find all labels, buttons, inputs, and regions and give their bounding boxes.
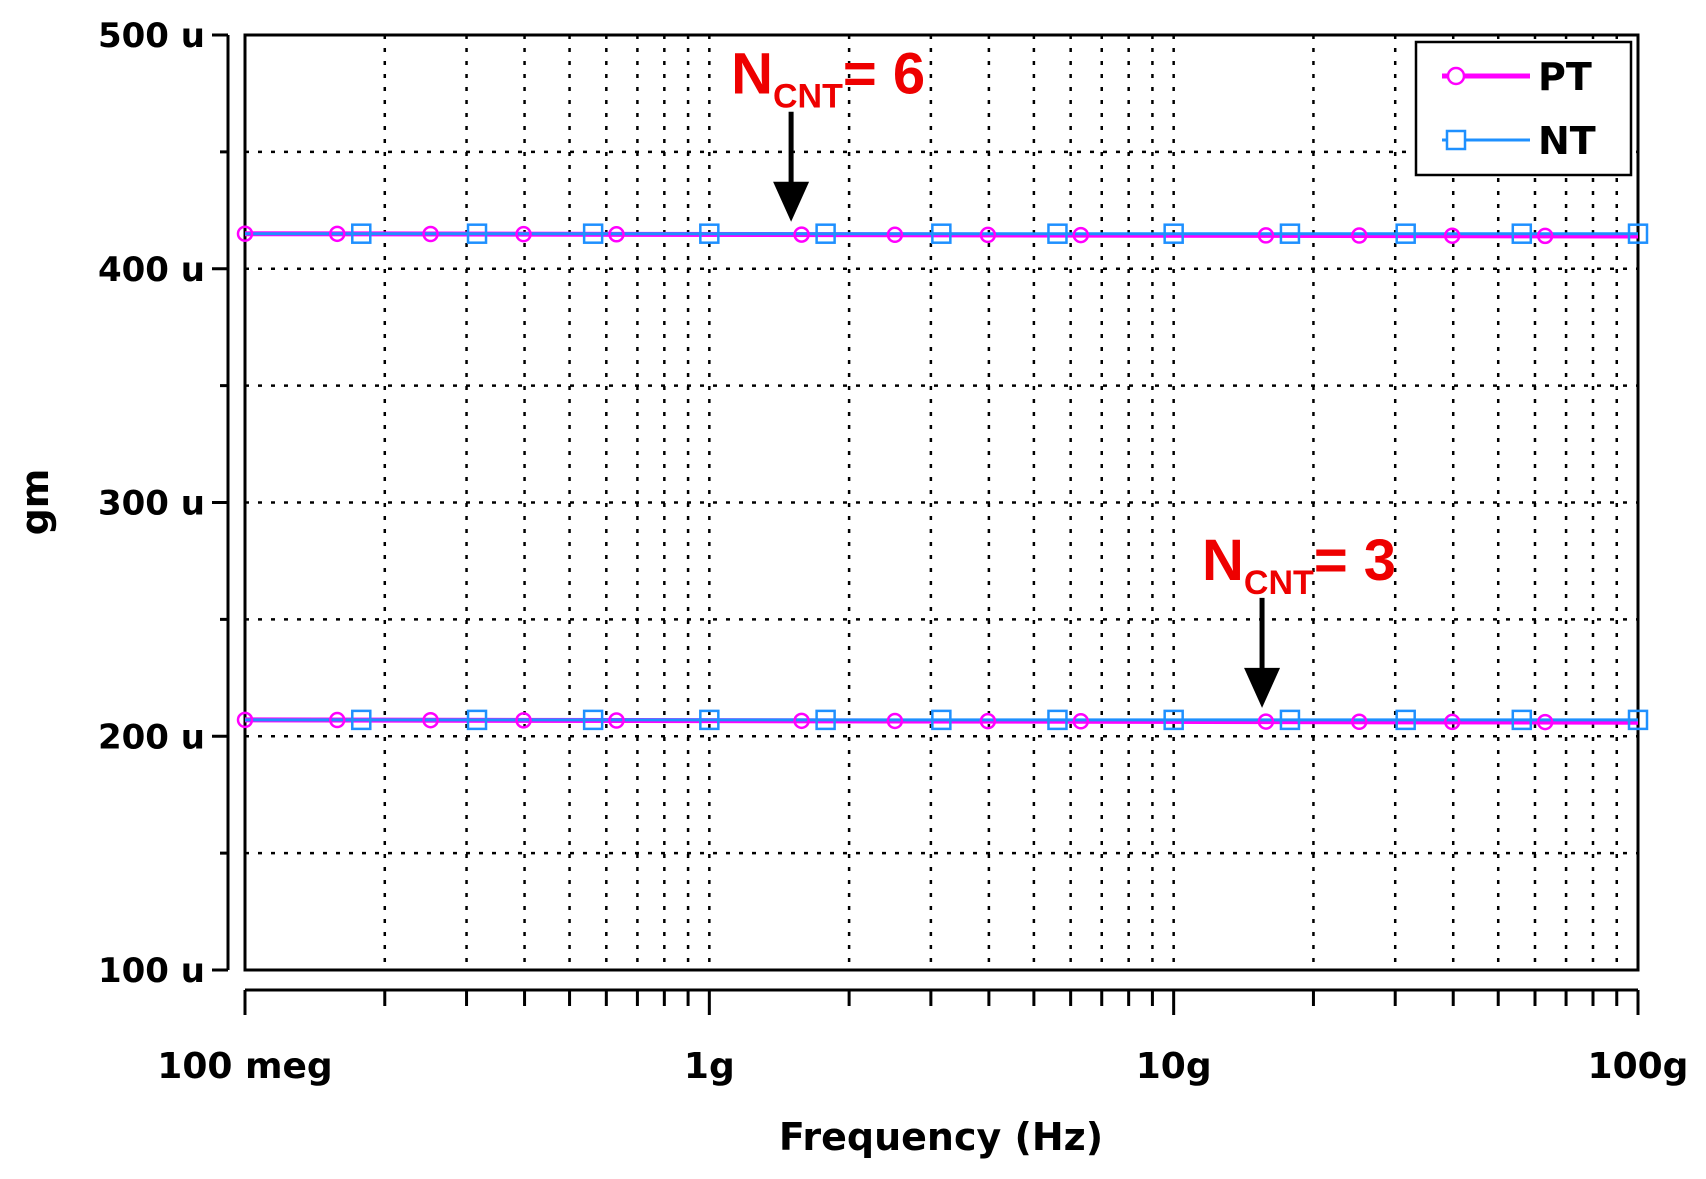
marker-pt [793, 226, 810, 243]
legend-label-nt: NT [1538, 119, 1596, 163]
grid-lines [245, 35, 1638, 970]
marker-pt [1350, 227, 1368, 244]
marker-nt [466, 709, 488, 731]
annotation-arrow-head [773, 181, 810, 222]
marker-nt [699, 709, 720, 731]
marker-pt [1072, 713, 1090, 730]
marker-pt [236, 225, 254, 242]
marker-nt [582, 223, 604, 244]
y-tick-label: 400 u [98, 250, 205, 290]
marker-pt [328, 225, 346, 243]
annotation-subscript: CNT [1244, 564, 1314, 602]
legend-label-pt: PT [1538, 55, 1592, 99]
annotation-label: NCNT= 6 [731, 42, 925, 116]
y-axis: 100 u 200 u 300 u 400 u 500 u [98, 16, 230, 991]
legend-marker-nt [1445, 129, 1467, 151]
x-tick-label: 100 meg [157, 1046, 332, 1087]
marker-nt [1163, 223, 1184, 244]
marker-nt [699, 223, 720, 244]
annotation-main: N [1202, 528, 1244, 593]
x-axis-label: Frequency (Hz) [779, 1115, 1103, 1159]
legend-marker-pt [1446, 66, 1466, 86]
marker-pt [793, 712, 810, 730]
annotation-label: NCNT= 3 [1202, 528, 1396, 602]
annotation-main: N [731, 42, 773, 107]
marker-pt [979, 712, 997, 730]
marker-pt [1536, 713, 1554, 731]
legend: PT NT [1414, 40, 1633, 177]
marker-nt [1627, 709, 1649, 731]
marker-nt [1279, 709, 1301, 731]
plot-frame [243, 33, 1640, 972]
y-tick-label: 200 u [98, 717, 205, 757]
y-tick-label: 500 u [98, 16, 205, 56]
marker-pt [1443, 227, 1461, 244]
marker-nt [1279, 223, 1301, 244]
marker-pt [515, 712, 532, 729]
marker-nt [1047, 223, 1068, 244]
marker-pt [422, 711, 439, 729]
marker-nt [1511, 709, 1533, 731]
marker-nt [1627, 223, 1649, 244]
marker-pt [236, 711, 254, 729]
marker-nt [931, 709, 952, 731]
data-series [236, 223, 1649, 731]
marker-nt [931, 223, 952, 244]
marker-pt [1257, 227, 1275, 244]
marker-nt [466, 223, 488, 244]
x-tick-label: 10g [1136, 1046, 1212, 1087]
annotation-subscript: CNT [773, 78, 843, 116]
annotation-value: = 6 [843, 42, 925, 107]
marker-pt [608, 226, 625, 243]
marker-nt [351, 223, 372, 244]
marker-pt [886, 226, 904, 244]
marker-nt [351, 709, 372, 731]
marker-nt [815, 223, 836, 244]
marker-pt [1536, 227, 1554, 245]
marker-nt [1511, 223, 1533, 244]
marker-pt [1443, 713, 1461, 731]
x-tick-label: 1g [684, 1046, 735, 1087]
marker-pt [886, 712, 904, 730]
marker-nt [815, 709, 836, 731]
marker-pt [515, 225, 532, 243]
marker-nt [1047, 709, 1068, 731]
marker-pt [979, 226, 997, 244]
marker-pt [1257, 713, 1275, 730]
annotation-value: = 3 [1314, 528, 1396, 593]
x-axis: 100 meg 1g 10g 100g [157, 988, 1689, 1087]
marker-pt [328, 711, 346, 729]
annotation-arrow-head [1244, 667, 1281, 708]
marker-nt [1395, 709, 1416, 731]
marker-nt [582, 709, 604, 731]
y-tick-label: 300 u [98, 484, 205, 524]
legend-box [1414, 40, 1633, 177]
marker-pt [1350, 713, 1368, 731]
marker-pt [1072, 226, 1090, 244]
marker-pt [608, 712, 625, 729]
marker-pt [422, 225, 439, 243]
marker-nt [1163, 709, 1184, 731]
x-tick-label: 100g [1588, 1046, 1689, 1087]
y-axis-label: gm [13, 469, 57, 536]
y-tick-label: 100 u [98, 951, 205, 991]
marker-nt [1395, 223, 1416, 244]
